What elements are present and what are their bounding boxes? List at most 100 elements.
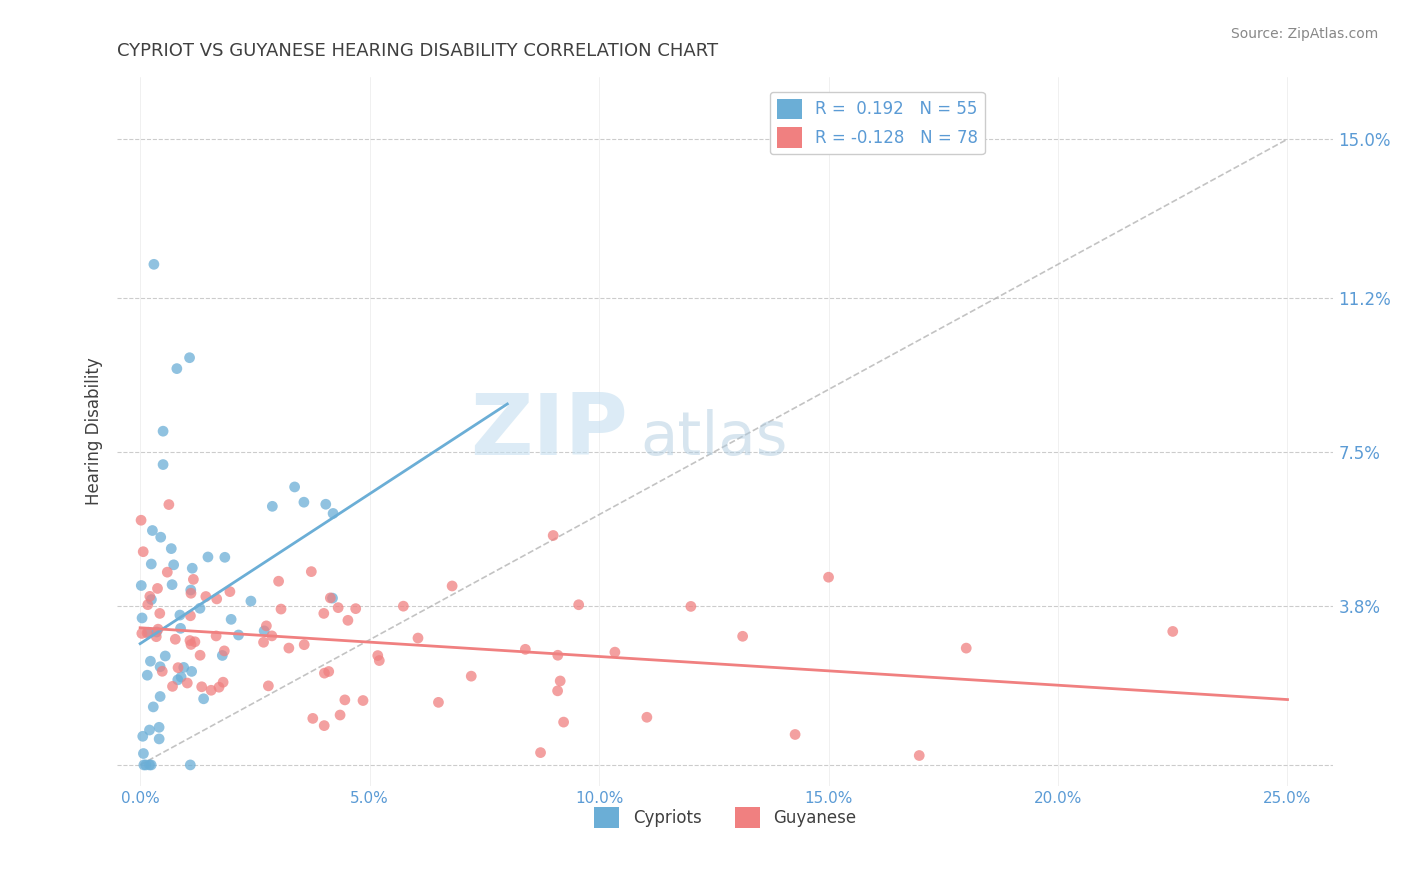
Point [176,676,198,690]
Point [277,641,299,656]
Point [163,558,186,572]
Point [299,565,322,579]
Point [169,608,191,623]
Point [314,718,336,732]
Point [319,591,342,605]
Point [197,549,219,564]
Point [135,758,157,772]
Point [145,630,167,644]
Point [152,424,174,438]
Point [292,638,315,652]
Point [252,635,274,649]
Point [146,582,169,596]
Point [170,670,193,684]
Point [141,592,163,607]
Point [515,642,537,657]
Point [318,665,340,679]
Point [156,565,179,579]
Point [392,599,415,614]
Point [344,601,367,615]
Point [148,731,170,746]
Point [142,700,165,714]
Point [184,634,207,648]
Point [169,621,191,635]
Point [314,666,336,681]
Point [541,528,564,542]
Point [603,645,626,659]
Point [214,644,236,658]
Point [312,607,335,621]
Point [284,480,307,494]
Point [257,679,280,693]
Point [200,683,222,698]
Point [239,594,262,608]
Point [188,648,211,663]
Point [183,573,205,587]
Point [301,711,323,725]
Point [219,584,242,599]
Point [190,680,212,694]
Point [254,619,277,633]
Point [211,648,233,663]
Point [214,550,236,565]
Point [138,758,160,772]
Point [131,611,153,625]
Point [132,747,155,761]
Point [139,590,162,604]
Point [908,748,931,763]
Point [139,654,162,668]
Point [205,591,228,606]
Point [262,500,284,514]
Point [179,758,201,772]
Point [219,612,242,626]
Point [146,622,169,636]
Point [132,544,155,558]
Point [160,577,183,591]
Point [179,351,201,365]
Point [253,624,276,638]
Point [328,600,350,615]
Point [149,690,172,704]
Point [188,601,211,615]
Point [180,586,202,600]
Point [568,598,591,612]
Point [138,723,160,737]
Point [427,695,450,709]
Point [166,673,188,687]
Point [228,628,250,642]
Point [165,632,187,647]
Point [142,257,165,271]
Point [212,675,235,690]
Point [162,679,184,693]
Point [817,570,839,584]
Point [315,497,337,511]
Point [180,665,202,679]
Text: ZIP: ZIP [470,390,628,473]
Point [553,715,575,730]
Point [329,708,352,723]
Point [547,648,569,663]
Point [150,665,173,679]
Point [148,720,170,734]
Point [157,498,180,512]
Point [149,659,172,673]
Point [321,591,343,606]
Point [529,746,551,760]
Point [180,582,202,597]
Text: atlas: atlas [640,409,787,467]
Point [132,758,155,772]
Point [208,680,231,694]
Point [141,557,163,571]
Legend: Cypriots, Guyanese: Cypriots, Guyanese [588,800,863,834]
Point [141,524,163,538]
Point [160,541,183,556]
Point [368,654,391,668]
Point [367,648,389,663]
Point [180,637,202,651]
Point [322,507,344,521]
Point [333,693,356,707]
Point [149,530,172,544]
Point [352,693,374,707]
Point [1161,624,1184,639]
Point [132,729,155,743]
